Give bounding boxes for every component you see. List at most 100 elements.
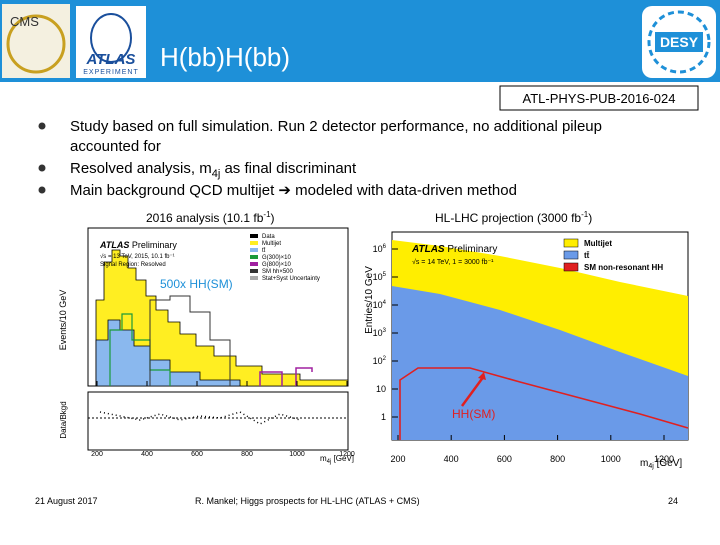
legend-label: SM non-resonant HH xyxy=(584,263,663,272)
text: Preliminary xyxy=(447,244,497,255)
y-tick-label: 106 xyxy=(373,244,387,254)
bullet-text: Study based on full simulation. Run 2 de… xyxy=(70,118,602,135)
legend-label: G(300)×10 xyxy=(262,255,292,261)
superscript: 2 xyxy=(383,356,387,362)
captions: 2016 analysis (10.1 fb-1) HL-LHC project… xyxy=(146,210,592,225)
superscript: 4 xyxy=(383,300,387,306)
legend-label: Multijet xyxy=(584,239,612,248)
annotation-bg xyxy=(156,276,236,292)
x-tick-label: 200 xyxy=(91,451,103,458)
cms-text: CMS xyxy=(10,14,39,29)
x-tick-label: 600 xyxy=(497,454,512,464)
y-tick-label: 102 xyxy=(373,356,387,366)
text: [GeV] xyxy=(331,454,354,463)
text: ) xyxy=(271,211,275,225)
atlas-label: ATLAS Preliminary xyxy=(411,244,497,255)
legend-swatch xyxy=(563,262,579,272)
signal-line xyxy=(259,367,313,386)
text: ) xyxy=(588,211,592,225)
cms-ring xyxy=(6,14,66,74)
legend-swatch xyxy=(250,269,258,273)
y-tick-label: 1 xyxy=(381,412,386,422)
arrow xyxy=(460,375,486,407)
reference: ATL-PHYS-PUB-2016-024 xyxy=(523,91,676,106)
info: Signal Region: Resolved xyxy=(100,262,166,268)
desy-box xyxy=(655,32,703,52)
x-label: m4j [GeV] xyxy=(640,458,682,470)
superscript: 6 xyxy=(383,244,387,250)
legend-swatch xyxy=(250,262,258,266)
x-tick-label: 1000 xyxy=(289,451,305,458)
x-tick-label: 200 xyxy=(390,454,405,464)
annotation: 500x HH(SM) xyxy=(160,277,233,291)
x-tick-label: 800 xyxy=(241,451,253,458)
bullets: Study based on full simulation. Run 2 de… xyxy=(38,118,602,199)
legend-swatch xyxy=(250,241,258,245)
left-plot: ATLAS Preliminary √s = 13 TeV, 2015, 10.… xyxy=(58,227,355,465)
text: m xyxy=(640,458,648,469)
x-tick-label: 800 xyxy=(550,454,565,464)
subscript: 4j xyxy=(212,168,221,180)
legend-label: tt̄ xyxy=(262,247,266,254)
text: 10 xyxy=(373,356,383,366)
title: H(bb)H(bb) xyxy=(160,42,290,72)
y-tick-label: 104 xyxy=(373,300,387,310)
atlas-label: ATLAS Preliminary xyxy=(99,240,177,250)
ratio-y-label: Data/Bkgd xyxy=(59,401,68,438)
x-tick-label: 400 xyxy=(444,454,459,464)
legend-label: SM hh×500 xyxy=(262,269,294,275)
bullet-text: accounted for xyxy=(70,138,161,155)
hh-line xyxy=(149,295,231,386)
y-tick-label: 105 xyxy=(373,272,387,282)
superscript: 5 xyxy=(383,272,387,278)
superscript: -1 xyxy=(581,210,589,219)
x-tick-label: 600 xyxy=(191,451,203,458)
bullet-text: Main background QCD multijet ➔ modeled w… xyxy=(70,182,517,199)
bullet-text: Resolved analysis, m4j as final discrimi… xyxy=(70,160,357,180)
caption: HL-LHC projection (3000 fb-1) xyxy=(435,210,592,225)
right-plot: ATLAS Preliminary √s = 14 TeV, 1 = 3000 … xyxy=(364,231,689,470)
bullet-dot xyxy=(38,164,46,172)
y-tick-label: 10 xyxy=(376,384,386,394)
x-tick-label: 1200 xyxy=(339,451,355,458)
legend-label: Stat+Syst Uncertainty xyxy=(262,276,320,282)
text: Preliminary xyxy=(132,240,178,250)
signal-line xyxy=(109,313,171,386)
atlas-ellipse xyxy=(90,13,132,63)
legend-label: G(800)×10 xyxy=(262,262,292,268)
footer-center: R. Mankel; Higgs prospects for HL-LHC (A… xyxy=(195,496,420,506)
text: 10 xyxy=(373,244,383,254)
legend-swatch xyxy=(250,234,258,238)
bullet-dot xyxy=(38,186,46,194)
reference-box xyxy=(499,85,699,111)
ratio-frame xyxy=(87,391,349,451)
caption: 2016 analysis (10.1 fb-1) xyxy=(146,210,275,225)
text: ATLAS xyxy=(411,244,445,255)
footer-page: 24 xyxy=(668,496,678,506)
legend-label: Data xyxy=(262,234,275,240)
atlas-logo xyxy=(76,6,146,78)
x-tick-label: 1200 xyxy=(654,454,674,464)
annotation: HH(SM) xyxy=(452,407,495,421)
legend-swatch xyxy=(563,250,579,260)
legend-label: tt̄ xyxy=(584,251,590,260)
text: ATLAS xyxy=(99,240,129,250)
subscript: 4j xyxy=(327,459,332,465)
text: 10 xyxy=(373,300,383,310)
legend-swatch xyxy=(250,276,258,280)
legend-swatch xyxy=(250,255,258,259)
legend-swatch xyxy=(563,238,579,248)
text: 10 xyxy=(376,384,386,394)
atlas-sub: EXPERIMENT xyxy=(83,69,139,76)
info: √s = 13 TeV, 2015, 10.1 fb⁻¹ xyxy=(100,253,175,260)
y-label: Events/10 GeV xyxy=(58,290,68,351)
text: as final discriminant xyxy=(220,160,357,177)
text: 1 xyxy=(381,412,386,422)
y-label: Entries/10 GeV xyxy=(364,266,375,334)
bullet-dot xyxy=(38,122,46,130)
x-tick-label: 400 xyxy=(141,451,153,458)
superscript: -1 xyxy=(263,210,271,219)
info: √s = 14 TeV, 1 = 3000 fb⁻¹ xyxy=(412,258,494,266)
hh-line xyxy=(399,367,689,440)
text: HL-LHC projection (3000 fb xyxy=(435,211,581,225)
